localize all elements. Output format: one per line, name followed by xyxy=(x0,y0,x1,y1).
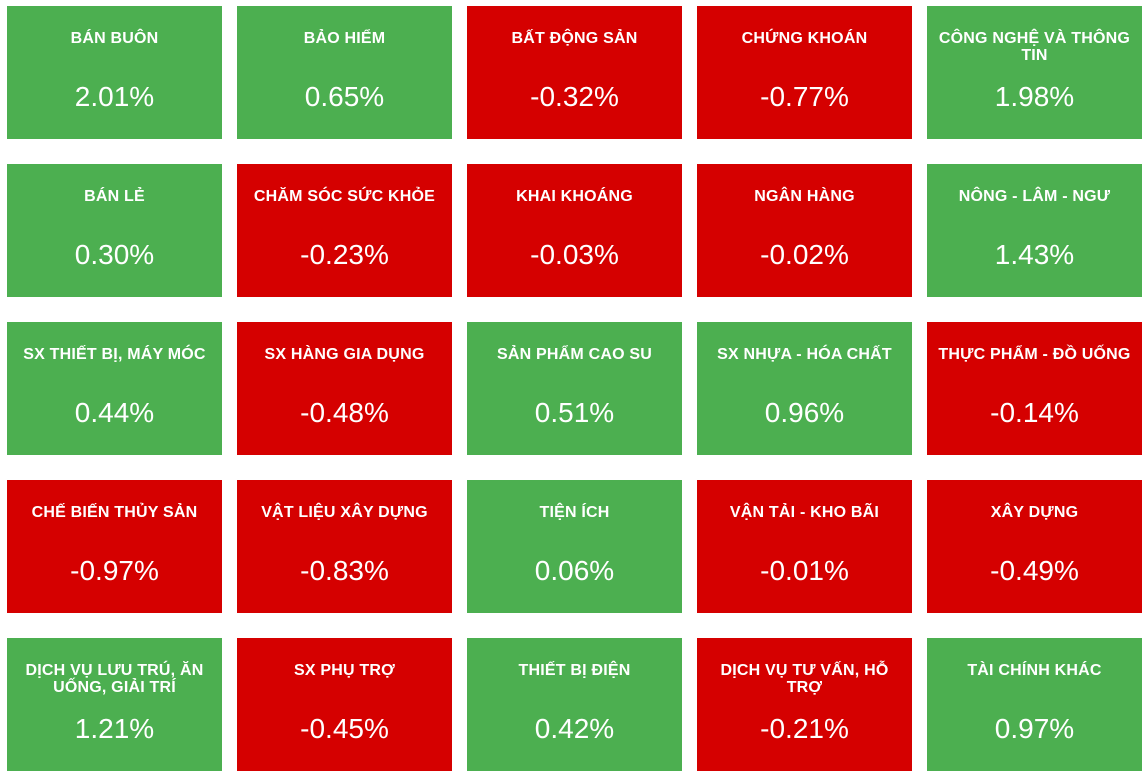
sector-name: BẤT ĐỘNG SẢN xyxy=(511,30,638,47)
sector-tile[interactable]: VẬN TẢI - KHO BÃI -0.01% xyxy=(697,480,912,613)
sector-tile[interactable]: BÁN LẺ 0.30% xyxy=(7,164,222,297)
sector-change-value: 1.21% xyxy=(74,713,155,744)
sector-change-value: 2.01% xyxy=(74,81,155,112)
sector-tile[interactable]: TÀI CHÍNH KHÁC 0.97% xyxy=(927,638,1142,771)
sector-change-value: 0.30% xyxy=(74,239,155,270)
sector-tile[interactable]: SX THIẾT BỊ, MÁY MÓC 0.44% xyxy=(7,322,222,455)
sector-tile[interactable]: NGÂN HÀNG -0.02% xyxy=(697,164,912,297)
sector-change-value: 0.97% xyxy=(994,713,1075,744)
sector-tile[interactable]: THIẾT BỊ ĐIỆN 0.42% xyxy=(467,638,682,771)
sector-tile[interactable]: CHỨNG KHOÁN -0.77% xyxy=(697,6,912,139)
sector-tile[interactable]: NÔNG - LÂM - NGƯ 1.43% xyxy=(927,164,1142,297)
sector-tile[interactable]: KHAI KHOÁNG -0.03% xyxy=(467,164,682,297)
sector-tile[interactable]: BÁN BUÔN 2.01% xyxy=(7,6,222,139)
sector-name: VẬN TẢI - KHO BÃI xyxy=(729,504,880,521)
sector-name: VẬT LIỆU XÂY DỰNG xyxy=(261,504,428,521)
sector-name: CHỨNG KHOÁN xyxy=(741,30,868,47)
sector-name: TIỆN ÍCH xyxy=(539,504,610,521)
sector-change-value: -0.49% xyxy=(990,555,1079,586)
sector-change-value: 0.06% xyxy=(534,555,615,586)
sector-tile[interactable]: DỊCH VỤ TƯ VẤN, HỖ TRỢ -0.21% xyxy=(697,638,912,771)
sector-change-value: -0.21% xyxy=(760,713,849,744)
sector-change-value: -0.48% xyxy=(300,397,389,428)
sector-change-value: 1.43% xyxy=(994,239,1075,270)
sector-change-value: -0.97% xyxy=(70,555,159,586)
sector-tile[interactable]: TIỆN ÍCH 0.06% xyxy=(467,480,682,613)
sector-name: CHẾ BIẾN THỦY SẢN xyxy=(31,504,198,521)
sector-change-value: -0.01% xyxy=(760,555,849,586)
sector-name: SX THIẾT BỊ, MÁY MÓC xyxy=(23,346,206,363)
sector-name: BẢO HIỂM xyxy=(303,30,386,47)
sector-change-value: -0.02% xyxy=(760,239,849,270)
sector-change-value: 0.51% xyxy=(534,397,615,428)
sector-tile[interactable]: SX PHỤ TRỢ -0.45% xyxy=(237,638,452,771)
sector-change-value: 1.98% xyxy=(994,81,1075,112)
sector-change-value: -0.23% xyxy=(300,239,389,270)
sector-tile[interactable]: CHẾ BIẾN THỦY SẢN -0.97% xyxy=(7,480,222,613)
sector-change-value: 0.96% xyxy=(764,397,845,428)
sector-name: NÔNG - LÂM - NGƯ xyxy=(958,188,1111,205)
sector-change-value: -0.03% xyxy=(530,239,619,270)
sector-tile[interactable]: THỰC PHẨM - ĐỒ UỐNG -0.14% xyxy=(927,322,1142,455)
sector-tile[interactable]: BẢO HIỂM 0.65% xyxy=(237,6,452,139)
sector-name: THỰC PHẨM - ĐỒ UỐNG xyxy=(938,346,1131,363)
sector-name: BÁN BUÔN xyxy=(70,30,159,47)
sector-name: CHĂM SÓC SỨC KHỎE xyxy=(253,188,436,205)
sector-name: TÀI CHÍNH KHÁC xyxy=(967,662,1102,679)
sector-tile[interactable]: CHĂM SÓC SỨC KHỎE -0.23% xyxy=(237,164,452,297)
sector-change-value: 0.44% xyxy=(74,397,155,428)
sector-tile[interactable]: VẬT LIỆU XÂY DỰNG -0.83% xyxy=(237,480,452,613)
sector-name: BÁN LẺ xyxy=(84,188,145,205)
sector-change-value: -0.45% xyxy=(300,713,389,744)
sector-tile[interactable]: SẢN PHẨM CAO SU 0.51% xyxy=(467,322,682,455)
sector-change-value: 0.65% xyxy=(304,81,385,112)
sector-change-value: -0.32% xyxy=(530,81,619,112)
sector-tile[interactable]: SX NHỰA - HÓA CHẤT 0.96% xyxy=(697,322,912,455)
sector-tile[interactable]: DỊCH VỤ LƯU TRÚ, ĂN UỐNG, GIẢI TRÍ 1.21% xyxy=(7,638,222,771)
sector-name: XÂY DỰNG xyxy=(990,504,1079,521)
sector-change-value: -0.83% xyxy=(300,555,389,586)
sector-change-value: -0.14% xyxy=(990,397,1079,428)
sector-name: THIẾT BỊ ĐIỆN xyxy=(518,662,631,679)
sector-name: CÔNG NGHỆ VÀ THÔNG TIN xyxy=(938,30,1131,64)
sector-name: SX NHỰA - HÓA CHẤT xyxy=(717,346,892,363)
sector-name: NGÂN HÀNG xyxy=(754,188,855,205)
sector-tile[interactable]: BẤT ĐỘNG SẢN -0.32% xyxy=(467,6,682,139)
sector-change-value: 0.42% xyxy=(534,713,615,744)
sector-tile[interactable]: XÂY DỰNG -0.49% xyxy=(927,480,1142,613)
sector-name: KHAI KHOÁNG xyxy=(516,188,633,205)
sector-name: SẢN PHẨM CAO SU xyxy=(496,346,652,363)
sector-tile[interactable]: SX HÀNG GIA DỤNG -0.48% xyxy=(237,322,452,455)
sector-change-value: -0.77% xyxy=(760,81,849,112)
sector-name: DỊCH VỤ LƯU TRÚ, ĂN UỐNG, GIẢI TRÍ xyxy=(25,662,204,696)
sector-tile[interactable]: CÔNG NGHỆ VÀ THÔNG TIN 1.98% xyxy=(927,6,1142,139)
sector-heatmap-grid: BÁN BUÔN 2.01% BẢO HIỂM 0.65% BẤT ĐỘNG SẢN -0… xyxy=(7,6,1142,771)
sector-name: SX HÀNG GIA DỤNG xyxy=(264,346,425,363)
sector-name: DỊCH VỤ TƯ VẤN, HỖ TRỢ xyxy=(720,662,889,696)
sector-name: SX PHỤ TRỢ xyxy=(294,662,395,679)
